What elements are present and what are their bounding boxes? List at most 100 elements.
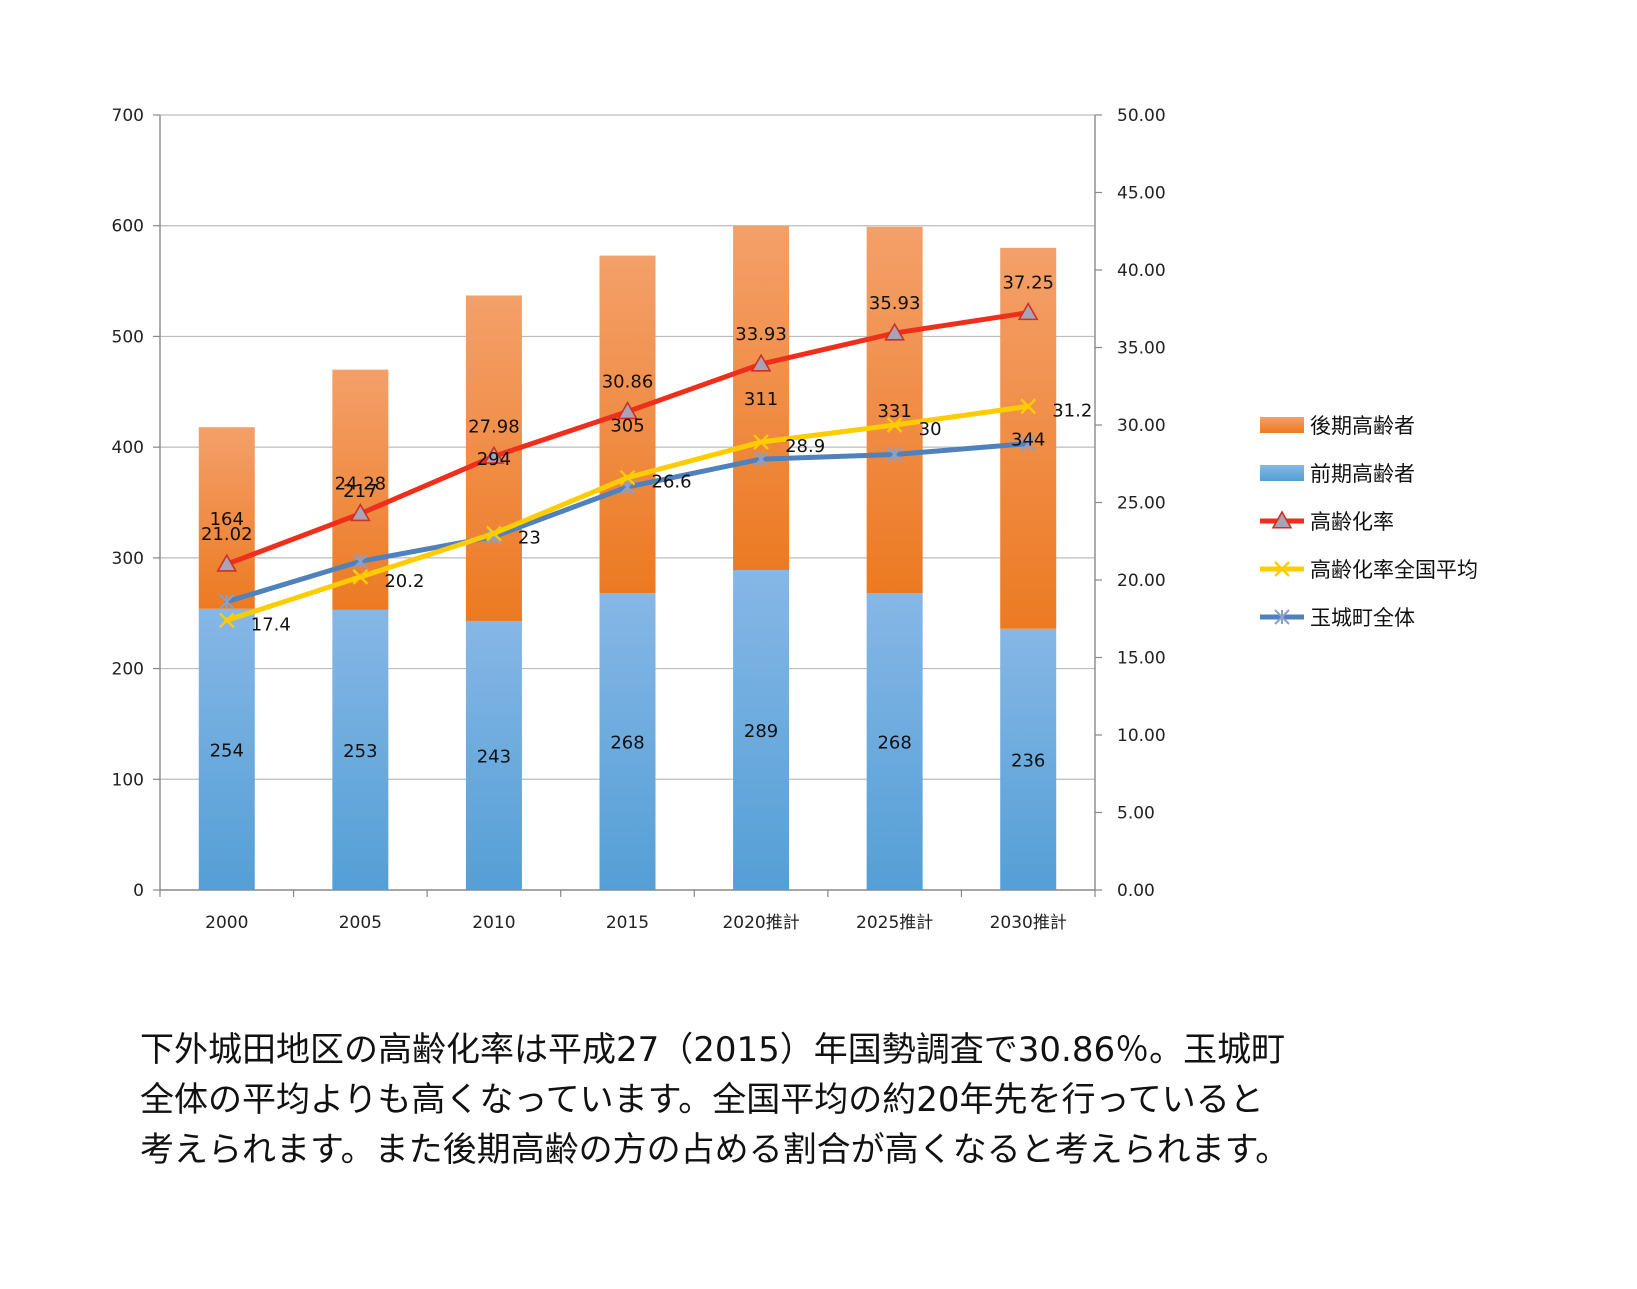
triangle-marker <box>750 353 772 372</box>
x-tick-label: 2000 <box>205 913 248 933</box>
triangle-marker <box>349 503 371 522</box>
legend-item: 高齢化率全国平均 <box>1260 558 1478 582</box>
x-tick-label: 2015 <box>606 913 649 933</box>
y-right-tick-label: 40.00 <box>1117 261 1166 281</box>
bar-front <box>733 570 790 890</box>
aging-rate-label: 35.93 <box>869 293 921 314</box>
y-left-tick-label: 600 <box>112 217 144 237</box>
caption-line-3: 考えられます。また後期高齢の方の占める割合が高くなると考えられます。 <box>140 1130 1290 1170</box>
x-tick-label: 2030推計 <box>990 913 1067 933</box>
y-left-tick-label: 500 <box>112 327 144 347</box>
x-marker <box>886 417 903 433</box>
x-tick-label: 2010 <box>472 913 515 933</box>
caption-line-1: 下外城田地区の高齢化率は平成27（2015）年国勢調査で30.86％。玉城町 <box>140 1030 1286 1070</box>
aging-rate-label: 30.86 <box>602 372 654 393</box>
legend-label: 高齢化率 <box>1310 510 1394 534</box>
legend-item: 前期高齢者 <box>1260 462 1415 486</box>
bar-front-label: 289 <box>744 721 778 742</box>
y-right-tick-label: 5.00 <box>1117 804 1155 824</box>
bar-back <box>733 225 790 571</box>
aging-rate-label: 21.02 <box>201 524 253 545</box>
triangle-marker <box>617 401 638 420</box>
x-marker <box>1274 561 1290 577</box>
y-right-tick-label: 30.00 <box>1117 416 1166 436</box>
bar-front <box>866 593 923 890</box>
x-tick-label: 2005 <box>339 913 382 933</box>
legend-item: 高齢化率 <box>1260 510 1394 534</box>
y-right-tick-label: 45.00 <box>1117 184 1166 204</box>
national-average-label: 17.4 <box>251 614 291 635</box>
legend-label: 玉城町全体 <box>1310 606 1415 630</box>
triangle-marker <box>216 553 238 572</box>
asterisk-marker <box>1020 435 1036 452</box>
x-tick-label: 2020推計 <box>722 913 799 933</box>
bar-back-label: 164 <box>210 509 244 530</box>
bar-back-label: 217 <box>343 481 377 502</box>
asterisk-marker <box>753 451 769 467</box>
combo-chart: 0 100 200 300 400 500 600 700 0.00 5.00 10.00 15.00… <box>112 106 1478 933</box>
bar-front <box>465 620 522 890</box>
y-left-tick-label: 200 <box>112 660 144 680</box>
chart-area: 0 100 200 300 400 500 600 700 0.00 5.00 10.00 15.00… <box>112 106 1478 933</box>
national-average-label: 23 <box>518 528 541 549</box>
y-left-tick-label: 700 <box>112 106 144 126</box>
x-marker <box>352 569 369 585</box>
bar-front-label: 243 <box>477 746 511 767</box>
x-marker <box>1020 398 1037 415</box>
asterisk-marker <box>886 446 903 463</box>
asterisk-marker <box>1274 609 1290 625</box>
x-marker <box>486 525 502 542</box>
bar-back <box>866 226 923 594</box>
y-right-tick-label: 20.00 <box>1117 571 1166 591</box>
x-marker <box>753 434 769 450</box>
legend-label: 高齢化率全国平均 <box>1310 558 1478 582</box>
y-left-tick-label: 100 <box>112 770 144 790</box>
y-right-tick-label: 0.00 <box>1117 881 1155 901</box>
bar-back-label: 305 <box>610 415 644 436</box>
y-right-tick-label: 50.00 <box>1117 106 1166 126</box>
bar-front-label: 254 <box>210 740 244 761</box>
aging-rate-label: 24.28 <box>335 474 387 495</box>
bar-back <box>198 427 255 609</box>
national-average-label: 28.9 <box>785 436 825 457</box>
bar-back-label: 331 <box>877 401 911 422</box>
y-left-tick-label: 400 <box>112 438 144 458</box>
national-average-label: 20.2 <box>384 571 424 592</box>
bar-front-label: 236 <box>1011 750 1045 771</box>
y-right-tick-label: 10.00 <box>1117 726 1166 746</box>
national-average-label: 30 <box>919 419 942 440</box>
x-marker <box>619 469 636 486</box>
bar-front <box>599 593 656 890</box>
legend-label: 前期高齢者 <box>1310 462 1415 486</box>
aging-rate-label: 33.93 <box>735 324 787 345</box>
aging-rate-label: 37.25 <box>1002 273 1054 294</box>
y-right-tick-label: 35.00 <box>1117 339 1166 359</box>
legend-swatch <box>1260 417 1304 433</box>
y-right-tick-label: 15.00 <box>1117 649 1166 669</box>
national-average-label: 26.6 <box>652 472 692 493</box>
bar-front-label: 268 <box>610 733 644 754</box>
legend-label: 後期高齢者 <box>1310 414 1415 438</box>
x-tick-label: 2025推計 <box>856 913 933 933</box>
bar-front-label: 268 <box>877 733 911 754</box>
y-left-tick-label: 0 <box>133 881 144 901</box>
triangle-marker <box>884 322 906 341</box>
bar-back-label: 311 <box>744 389 778 410</box>
bar-back-label: 344 <box>1011 429 1045 450</box>
legend-swatch <box>1260 465 1304 481</box>
caption-line-2: 全体の平均よりも高くなっています。全国平均の約20年先を行っていると <box>140 1080 1264 1120</box>
bar-front <box>332 609 389 890</box>
national-average-label: 31.2 <box>1052 400 1092 421</box>
caption: 下外城田地区の高齢化率は平成27（2015）年国勢調査で30.86％。玉城町 全… <box>140 1025 1580 1175</box>
triangle-marker <box>1017 302 1039 321</box>
bar-front <box>1000 628 1057 890</box>
asterisk-marker <box>352 553 369 570</box>
bar-back <box>599 255 656 594</box>
bar-front-label: 253 <box>343 741 377 762</box>
asterisk-marker <box>219 593 235 610</box>
triangle-marker <box>483 445 505 464</box>
y-right-tick-label: 25.00 <box>1117 494 1166 514</box>
bar-front <box>198 608 255 890</box>
legend-item: 後期高齢者 <box>1260 414 1415 438</box>
triangle-marker <box>1271 510 1293 529</box>
